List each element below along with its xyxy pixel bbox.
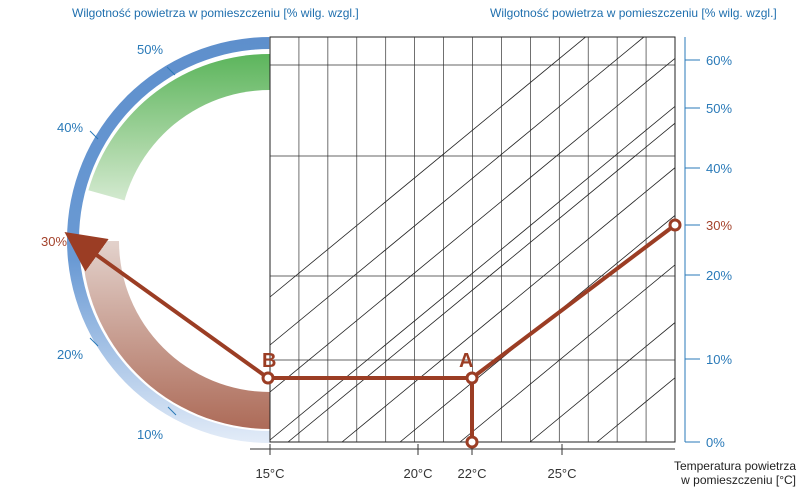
right-title: Wilgotność powietrza w pomieszczeniu [% … xyxy=(490,6,777,20)
point-b-marker xyxy=(261,371,275,385)
x-axis-title: Temperatura powietrza w pomieszczeniu [°… xyxy=(673,459,796,487)
path-arrow xyxy=(64,232,270,380)
right-axis: 60% 50% 40% 30% 20% 10% 0% xyxy=(684,37,732,450)
right-axis-tick-label: 40% xyxy=(706,161,732,176)
start-marker xyxy=(465,435,479,449)
right-axis-tick-label: 30% xyxy=(706,218,732,233)
gauge-labels: 50% 40% 30% 20% 10% xyxy=(41,42,163,442)
x-axis-tick-label: 22°C xyxy=(457,466,486,481)
x-axis-tick-label: 25°C xyxy=(547,466,576,481)
humidity-30-marker xyxy=(668,218,682,232)
left-title: Wilgotność powietrza w pomieszczeniu [% … xyxy=(72,6,359,20)
gauge-label: 50% xyxy=(137,42,163,57)
point-b-label: B xyxy=(262,350,276,372)
right-axis-tick-label: 60% xyxy=(706,53,732,68)
right-axis-tick-label: 0% xyxy=(706,435,725,450)
right-axis-tick-label: 50% xyxy=(706,101,732,116)
gauge-label: 30% xyxy=(41,234,67,249)
point-a-label: A xyxy=(459,350,473,372)
right-axis-tick-label: 10% xyxy=(706,352,732,367)
gauge-label: 40% xyxy=(57,120,83,135)
x-axis: 15°C 20°C 22°C 25°C xyxy=(250,444,675,481)
gauge-label: 10% xyxy=(137,427,163,442)
x-axis-tick-label: 15°C xyxy=(255,466,284,481)
right-axis-tick-label: 20% xyxy=(706,268,732,283)
x-axis-tick-label: 20°C xyxy=(403,466,432,481)
point-a-marker xyxy=(465,371,479,385)
gauge-label: 20% xyxy=(57,347,83,362)
